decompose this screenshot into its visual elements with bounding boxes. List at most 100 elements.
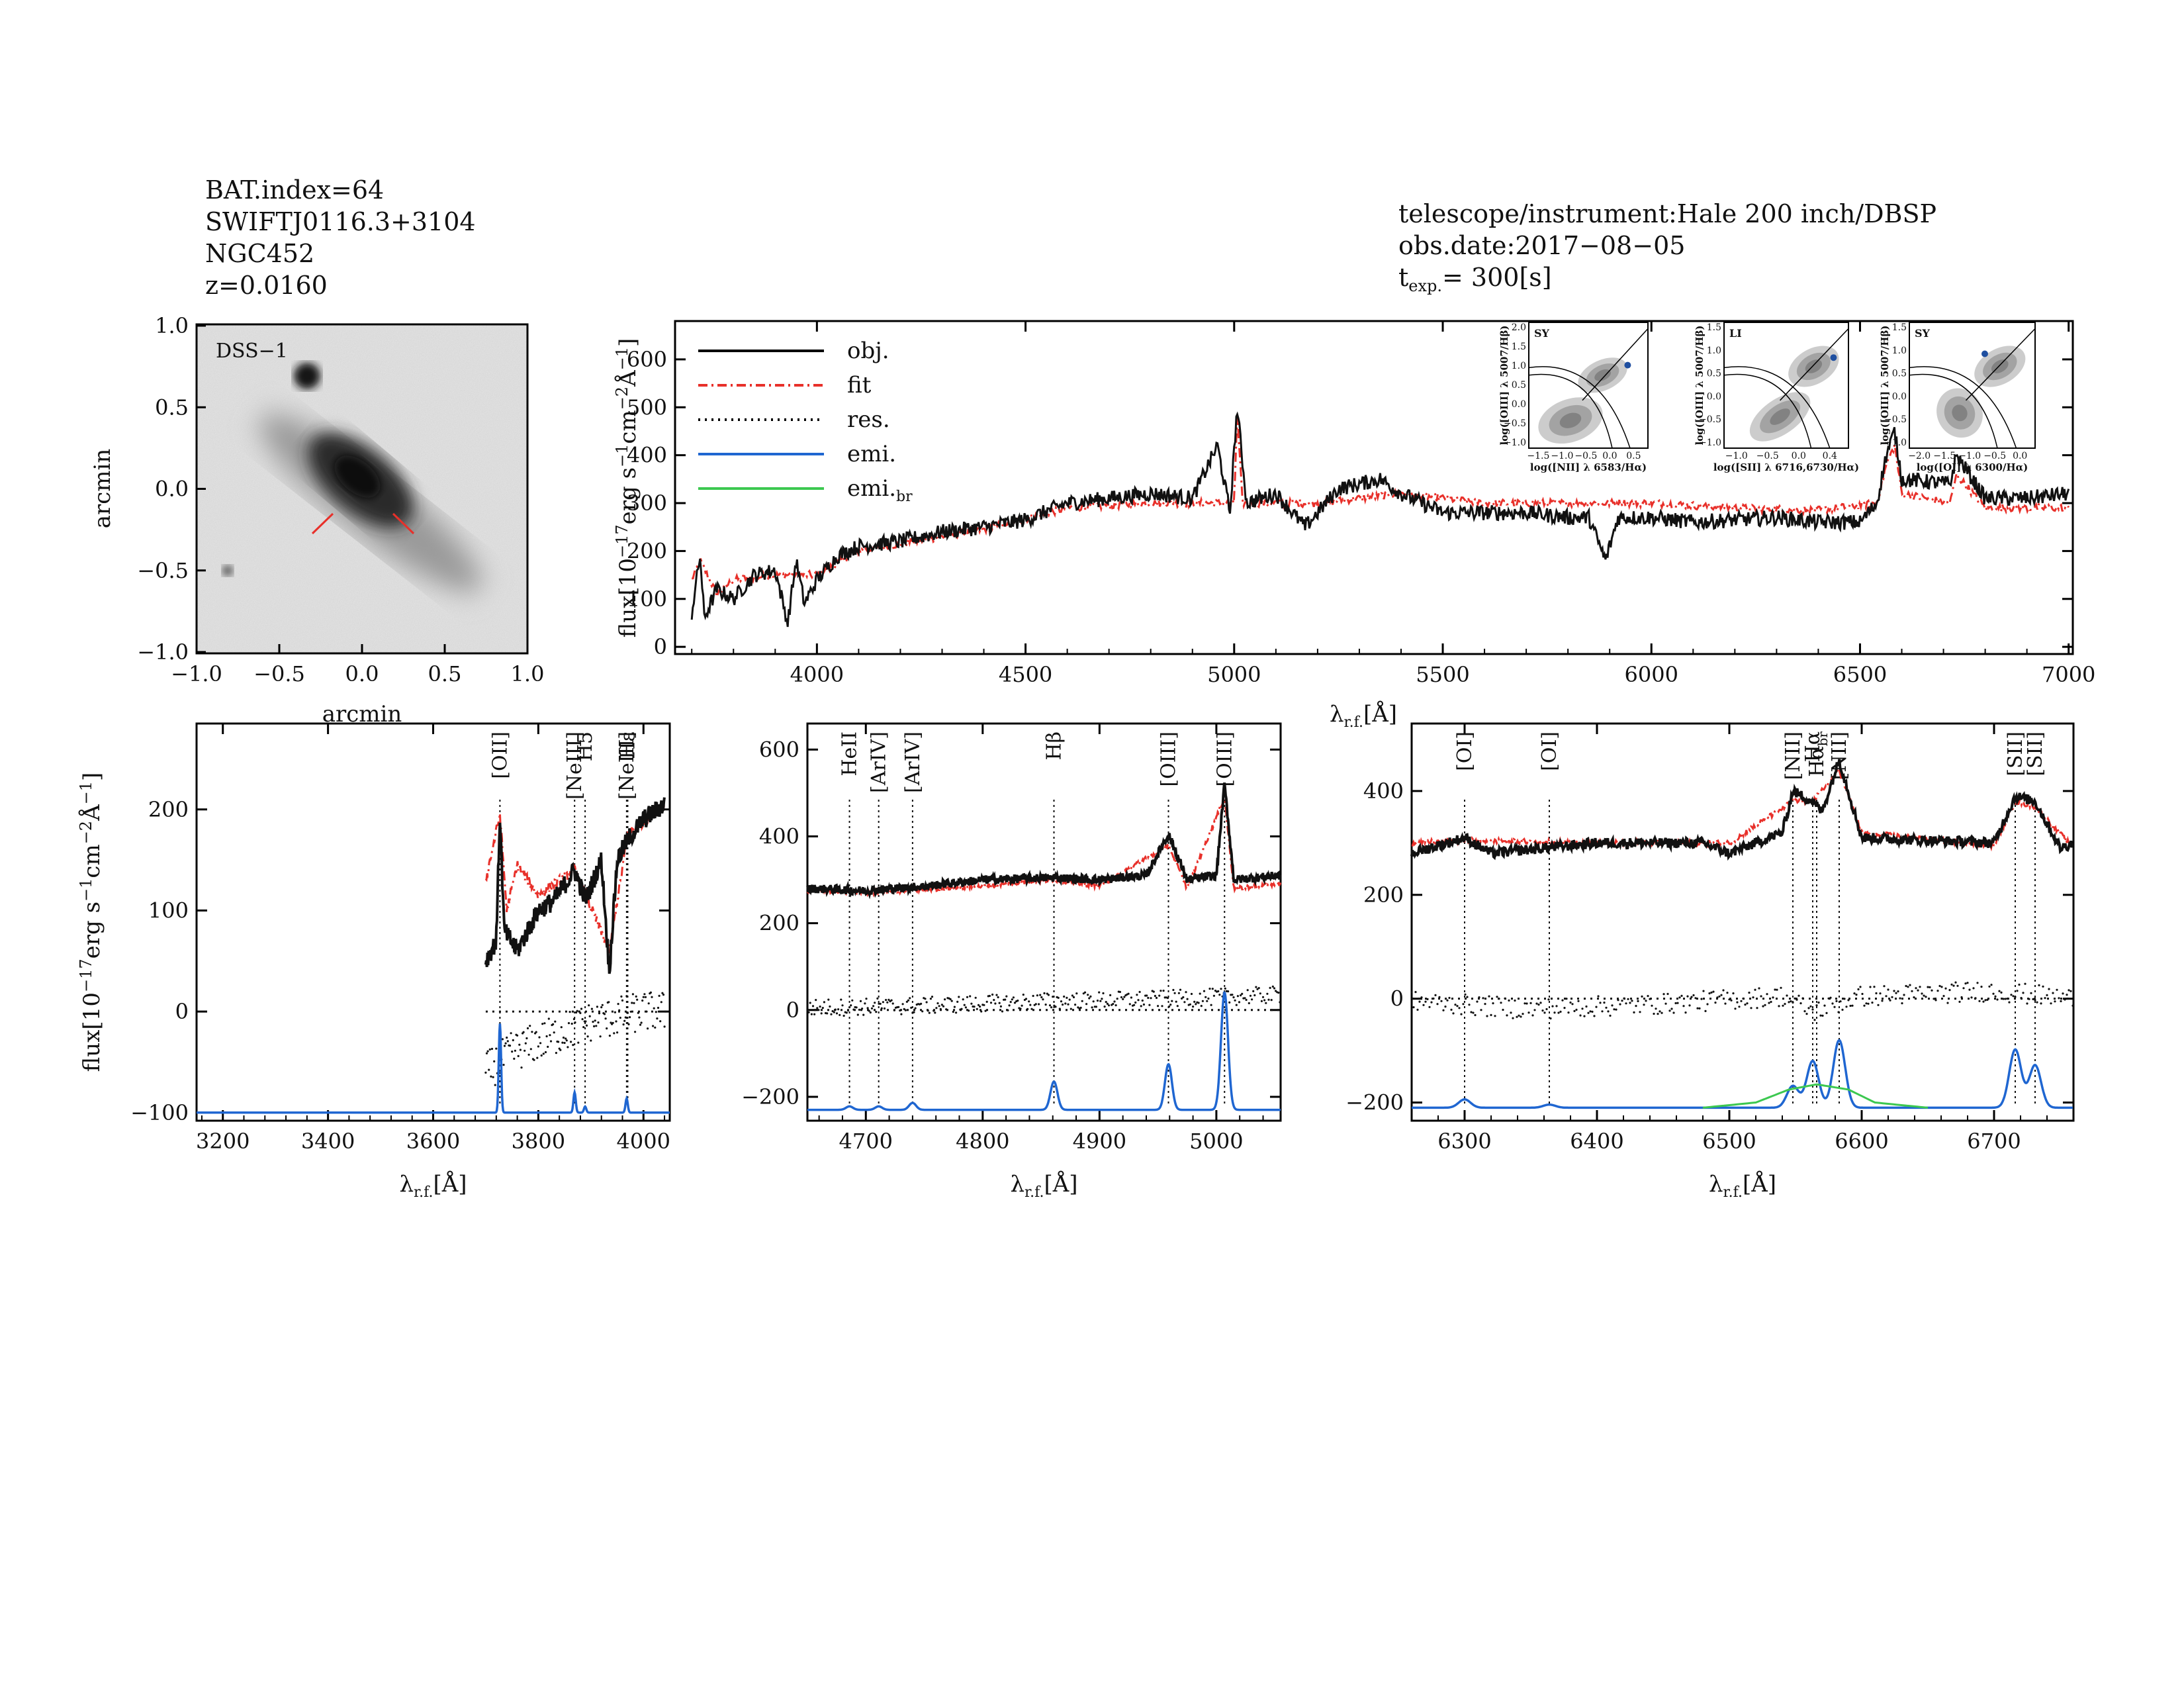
residual-point: [1253, 994, 1256, 997]
residual-point: [1938, 984, 1941, 988]
residual-point: [1827, 997, 1830, 1000]
bpt-y-tick-label: 1.5: [1707, 322, 1721, 333]
residual-point: [1549, 1017, 1552, 1020]
residual-point: [1931, 989, 1933, 992]
residual-point: [1066, 996, 1068, 999]
residual-point: [1686, 995, 1689, 998]
residual-point: [1058, 1008, 1061, 1010]
residual-point: [661, 992, 664, 994]
demarcation-line: [1529, 366, 1631, 448]
residual-point: [1839, 1000, 1842, 1003]
residual-point: [1246, 989, 1249, 992]
x-tick-label: 6500: [1702, 1129, 1756, 1154]
residual-point: [1128, 1003, 1131, 1006]
residual-point: [1048, 1004, 1052, 1007]
residual-point: [1520, 1015, 1522, 1018]
residual-point: [1891, 996, 1893, 998]
residual-point: [576, 1009, 578, 1012]
residual-point: [2008, 1001, 2011, 1004]
residual-point: [2040, 1002, 2042, 1005]
x-tick-label: 1.0: [511, 661, 545, 686]
residual-point: [1468, 1004, 1471, 1006]
residual-point: [1774, 988, 1776, 991]
residual-point: [1698, 1007, 1701, 1009]
residual-point: [1871, 1002, 1874, 1004]
residual-point: [501, 1038, 504, 1041]
residual-point: [931, 996, 934, 998]
residual-point: [899, 1009, 901, 1012]
residual-point: [1617, 999, 1619, 1002]
residual-point: [1728, 998, 1731, 1001]
residual-point: [1782, 1004, 1784, 1007]
x-tick-label: 0.0: [345, 661, 379, 686]
residual-point: [1095, 1006, 1097, 1008]
residual-point: [1438, 996, 1441, 998]
residual-point: [1879, 992, 1882, 995]
bpt-x-tick-label: −2.0: [1908, 451, 1931, 461]
residual-point: [588, 1004, 590, 1007]
residual-point: [1946, 1002, 1949, 1004]
residual-point: [561, 1041, 564, 1044]
residual-point: [1141, 999, 1144, 1002]
residual-point: [565, 1039, 568, 1042]
residual-point: [1428, 1006, 1431, 1008]
residual-point: [2004, 998, 2007, 1000]
residual-point: [1426, 998, 1429, 1000]
residual-point: [1998, 990, 2001, 992]
residual-point: [1091, 1006, 1093, 1009]
residual-point: [1217, 990, 1220, 993]
bpt-x-tick-label: −1.5: [1527, 451, 1549, 461]
residual-point: [1436, 1003, 1439, 1006]
residual-point: [1853, 992, 1856, 995]
residual-point: [1714, 1002, 1717, 1004]
residual-point: [1889, 999, 1891, 1002]
flux-axis-label: flux[10−17erg s−1cm−2Å−1]: [613, 338, 641, 638]
residual-point: [1008, 1004, 1011, 1007]
residual-point: [1657, 1013, 1659, 1015]
bpt-xlabel: log([NII] λ 6583/Hα): [1530, 461, 1647, 473]
residual-point: [1796, 998, 1798, 1001]
density-contour: [1788, 346, 1839, 387]
residual-point: [864, 1002, 866, 1005]
residual-point: [1873, 986, 1876, 988]
density-contour: [1594, 369, 1611, 381]
residual-point: [1177, 992, 1180, 994]
bpt-xlabel: log([SII] λ 6716,6730/Hα): [1713, 461, 1859, 473]
residual-point: [1200, 1005, 1203, 1008]
residual-point: [921, 1010, 924, 1013]
residual-point: [1849, 1004, 1852, 1008]
residual-point: [1815, 1004, 1818, 1007]
density-contour: [1760, 400, 1801, 434]
residual-point: [841, 1004, 844, 1007]
density-contour: [1538, 397, 1603, 444]
bpt-x-tick-label: 0.0: [1792, 451, 1806, 461]
bpt-y-tick-label: 0.0: [1707, 391, 1721, 402]
residual-point: [1847, 999, 1850, 1002]
residual-point: [590, 1039, 592, 1042]
residual-point: [1553, 1011, 1556, 1014]
header-left: BAT.index=64 SWIFTJ0116.3+3104 NGC452 z=…: [205, 175, 476, 300]
residual-point: [635, 995, 637, 998]
y-tick-label: 0: [175, 999, 189, 1024]
residual-point: [942, 1005, 945, 1008]
residual-point: [1113, 1000, 1116, 1003]
residual-point: [1169, 1004, 1172, 1006]
residual-point: [653, 1007, 655, 1009]
residual-point: [1071, 994, 1073, 997]
residual-point: [2006, 998, 2009, 1000]
residual-point: [1074, 1004, 1077, 1006]
residual-point: [600, 1006, 603, 1009]
residual-point: [1087, 994, 1089, 996]
residual-point: [897, 1006, 900, 1008]
residual-point: [1823, 1004, 1826, 1007]
residual-point: [1052, 996, 1054, 998]
residual-point: [1024, 998, 1028, 1000]
residual-point: [1575, 1008, 1578, 1011]
residual-point: [1587, 1011, 1590, 1014]
residual-point: [654, 1026, 657, 1029]
residual-point: [1684, 1011, 1687, 1014]
residual-point: [527, 1053, 530, 1056]
header-redshift: z=0.0160: [205, 271, 328, 300]
residual-point: [949, 998, 952, 1001]
residual-point: [1136, 994, 1138, 996]
